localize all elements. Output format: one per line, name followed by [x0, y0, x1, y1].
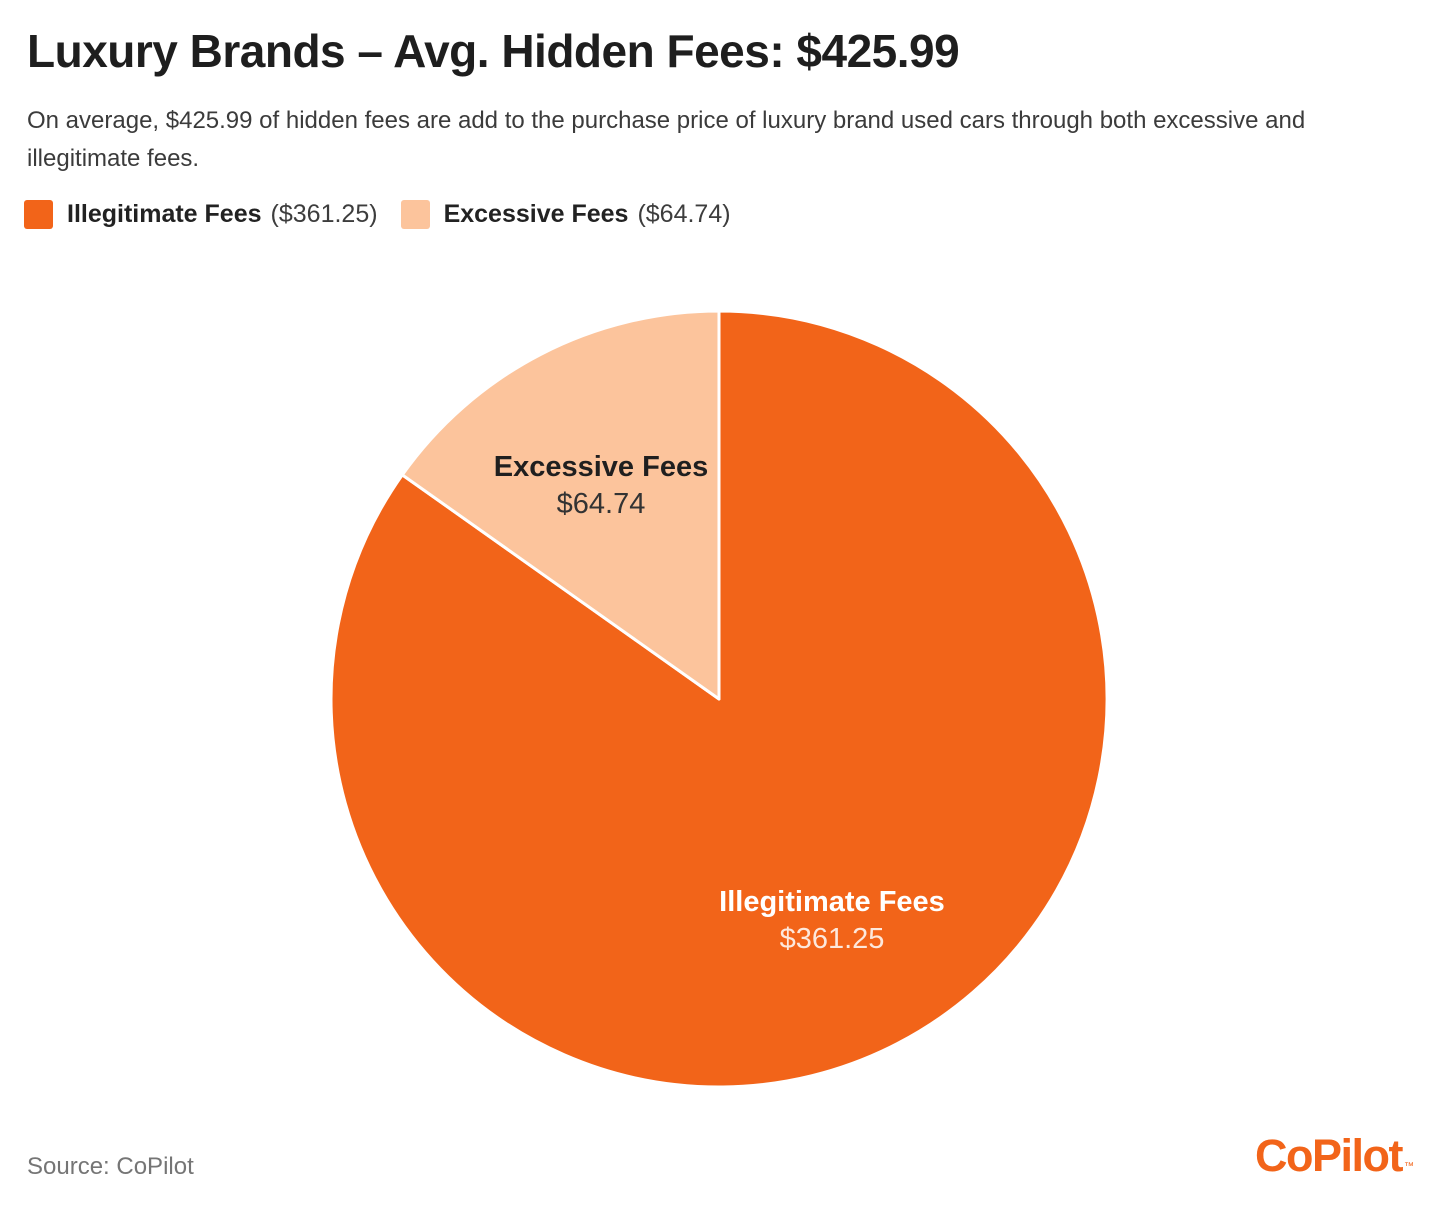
- chart-title: Luxury Brands – Avg. Hidden Fees: $425.9…: [27, 25, 960, 77]
- copilot-logo: CoPilot ™: [1255, 1133, 1414, 1178]
- chart-subtitle: On average, $425.99 of hidden fees are a…: [27, 107, 1306, 172]
- legend: Illegitimate Fees ($361.25) Excessive Fe…: [24, 200, 731, 229]
- legend-label-excessive-fees: Excessive Fees: [443, 200, 629, 228]
- legend-label-illegitimate-fees: Illegitimate Fees: [67, 200, 262, 228]
- pie-slice-excessive-fees: [400, 309, 721, 701]
- legend-value-excessive-fees: ($64.74): [637, 200, 731, 228]
- legend-swatch-excessive-fees: [400, 200, 430, 229]
- legend-item-excessive-fees: Excessive Fees ($64.74): [400, 200, 731, 229]
- legend-value-illegitimate-fees: ($361.25): [270, 200, 378, 228]
- copilot-wordmark: CoPilot: [1255, 1130, 1403, 1181]
- pie-chart: [329, 309, 1109, 1089]
- source-note: Source: CoPilot: [27, 1153, 194, 1180]
- trademark-symbol: ™: [1404, 1161, 1414, 1172]
- legend-item-illegitimate-fees: Illegitimate Fees ($361.25): [24, 200, 378, 229]
- legend-swatch-illegitimate-fees: [24, 200, 53, 229]
